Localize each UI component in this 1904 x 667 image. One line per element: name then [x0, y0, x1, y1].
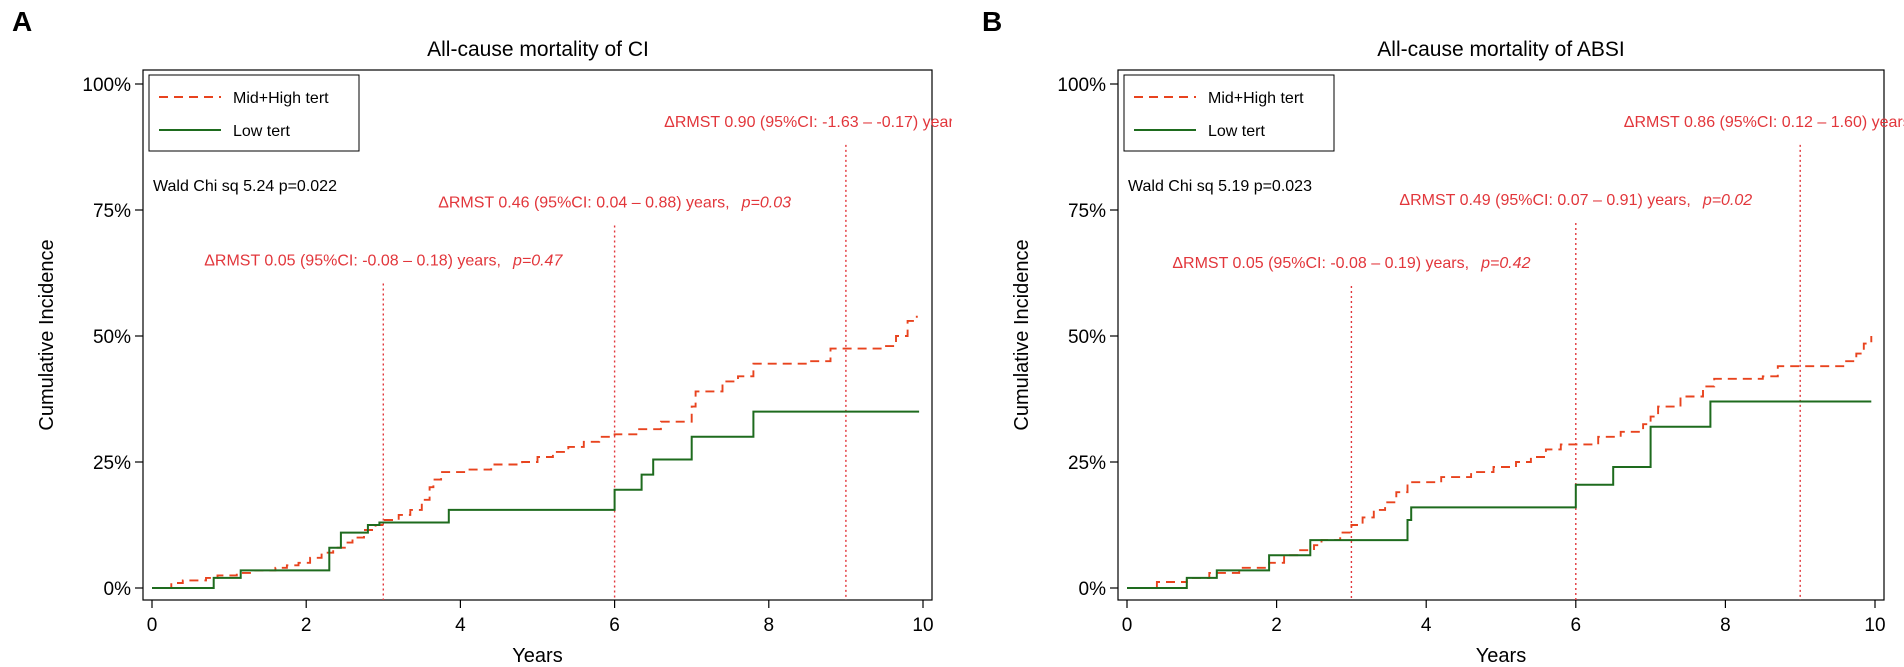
x-tick-label: 8	[1720, 615, 1731, 636]
x-tick-label: 2	[1271, 615, 1282, 636]
x-axis-label: Years	[1476, 645, 1526, 667]
rmst-text: ΔRMST 0.86 (95%CI: 0.12 – 1.60) years,	[1624, 114, 1904, 131]
rmst-p-value: p=0.02	[1702, 192, 1752, 209]
legend-label-low: Low tert	[233, 123, 290, 140]
x-tick-label: 6	[609, 615, 620, 636]
series-low-tert	[152, 410, 920, 589]
rmst-p-value: p=0.42	[1480, 255, 1530, 272]
y-tick-label: 0%	[104, 579, 132, 600]
y-tick-label: 50%	[1068, 327, 1106, 348]
panel-letter: A	[12, 6, 33, 37]
rmst-text: ΔRMST 0.05 (95%CI: -0.08 – 0.19) years,	[1172, 255, 1469, 272]
wald-statistic: Wald Chi sq 5.24 p=0.022	[153, 178, 337, 195]
x-tick-label: 4	[1421, 615, 1432, 636]
chart-title: All-cause mortality of ABSI	[1377, 38, 1624, 61]
y-axis-label: Cumulative Incidence	[1011, 239, 1033, 430]
rmst-annotation: ΔRMST 0.05 (95%CI: -0.08 – 0.19) years, p…	[1172, 255, 1530, 272]
rmst-annotation: ΔRMST 0.05 (95%CI: -0.08 – 0.18) years, p…	[204, 252, 563, 269]
y-axis-label: Cumulative Incidence	[36, 239, 58, 430]
chart-title: All-cause mortality of CI	[427, 38, 649, 61]
panel-letter: B	[982, 6, 1003, 37]
rmst-annotation: ΔRMST 0.49 (95%CI: 0.07 – 0.91) years, p=…	[1399, 192, 1752, 209]
rmst-annotation: ΔRMST 0.90 (95%CI: -1.63 – -0.17) years,…	[664, 114, 952, 131]
y-tick-label: 100%	[82, 75, 131, 96]
rmst-annotation: ΔRMST 0.46 (95%CI: 0.04 – 0.88) years, p=…	[438, 194, 791, 211]
y-tick-label: 25%	[1068, 453, 1106, 474]
x-tick-label: 0	[1122, 615, 1133, 636]
y-tick-label: 0%	[1079, 579, 1107, 600]
legend-box	[148, 74, 360, 152]
rmst-text: ΔRMST 0.90 (95%CI: -1.63 – -0.17) years,	[664, 114, 952, 131]
panel-a: A All-cause mortality of CI 0% 25% 50% 75% 10…	[12, 6, 952, 667]
legend-label-low: Low tert	[1208, 123, 1265, 140]
plot-frame	[1117, 69, 1885, 601]
series-mid-high-tert	[152, 315, 918, 589]
legend-label-mid-high: Mid+High tert	[233, 90, 329, 107]
series-low-tert	[1127, 400, 1872, 589]
chart-a: All-cause mortality of CI 0% 25% 50% 75% 100%…	[36, 38, 952, 667]
x-tick-label: 2	[301, 615, 312, 636]
legend-box	[1123, 74, 1335, 152]
chart-b: All-cause mortality of ABSI 0% 25% 50% 75% 10…	[1011, 38, 1904, 667]
legend-label-mid-high: Mid+High tert	[1208, 90, 1304, 107]
rmst-text: ΔRMST 0.05 (95%CI: -0.08 – 0.18) years,	[204, 252, 501, 269]
y-tick-label: 100%	[1057, 75, 1106, 96]
rmst-text: ΔRMST 0.49 (95%CI: 0.07 – 0.91) years,	[1399, 192, 1690, 209]
y-tick-label: 75%	[93, 201, 131, 222]
y-tick-label: 50%	[93, 327, 131, 348]
y-tick-label: 75%	[1068, 201, 1106, 222]
x-tick-label: 10	[912, 615, 933, 636]
x-tick-label: 4	[455, 615, 466, 636]
x-tick-label: 10	[1864, 615, 1885, 636]
series-mid-high-tert	[1127, 336, 1873, 589]
x-tick-label: 6	[1571, 615, 1582, 636]
x-axis-label: Years	[512, 645, 562, 667]
wald-statistic: Wald Chi sq 5.19 p=0.023	[1128, 178, 1312, 195]
x-tick-label: 8	[764, 615, 775, 636]
rmst-text: ΔRMST 0.46 (95%CI: 0.04 – 0.88) years,	[438, 194, 729, 211]
y-tick-label: 25%	[93, 453, 131, 474]
rmst-p-value: p=0.47	[512, 252, 563, 269]
panel-b: B All-cause mortality of ABSI 0% 25% 50% 75%…	[952, 0, 1904, 667]
rmst-annotation: ΔRMST 0.86 (95%CI: 0.12 – 1.60) years,p=…	[1624, 114, 1904, 131]
plot-frame	[142, 69, 933, 601]
x-tick-label: 0	[147, 615, 158, 636]
rmst-p-value: p=0.03	[741, 194, 791, 211]
